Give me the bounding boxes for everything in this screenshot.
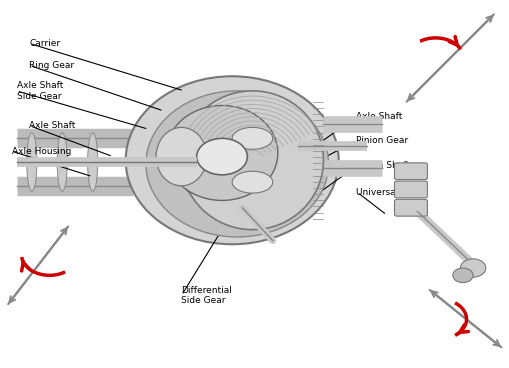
Ellipse shape (232, 171, 272, 193)
FancyBboxPatch shape (394, 199, 427, 216)
Text: Pinion Gear: Pinion Gear (356, 136, 408, 145)
Ellipse shape (57, 133, 67, 191)
Circle shape (452, 268, 472, 283)
Ellipse shape (125, 76, 338, 244)
Text: Axle Shaft: Axle Shaft (29, 121, 75, 130)
Ellipse shape (181, 91, 323, 230)
Text: Carrier: Carrier (29, 39, 60, 48)
Ellipse shape (174, 100, 310, 213)
Ellipse shape (26, 133, 37, 191)
Ellipse shape (88, 133, 98, 191)
FancyBboxPatch shape (394, 181, 427, 198)
Text: Axle Shaft
Side Gear: Axle Shaft Side Gear (17, 81, 63, 100)
FancyBboxPatch shape (394, 163, 427, 180)
Text: Universal Joint: Universal Joint (356, 188, 421, 197)
Circle shape (196, 138, 247, 175)
Text: Pinion Shaft: Pinion Shaft (356, 161, 410, 170)
Text: Ring Gear: Ring Gear (29, 61, 74, 70)
Text: Axle Housing: Axle Housing (12, 146, 71, 156)
Ellipse shape (166, 106, 277, 201)
Text: Axle Shaft: Axle Shaft (356, 112, 402, 121)
Ellipse shape (156, 127, 207, 186)
Ellipse shape (232, 127, 272, 149)
Text: Differential
Side Gear: Differential Side Gear (181, 286, 232, 305)
Ellipse shape (146, 91, 328, 237)
Circle shape (460, 259, 485, 277)
